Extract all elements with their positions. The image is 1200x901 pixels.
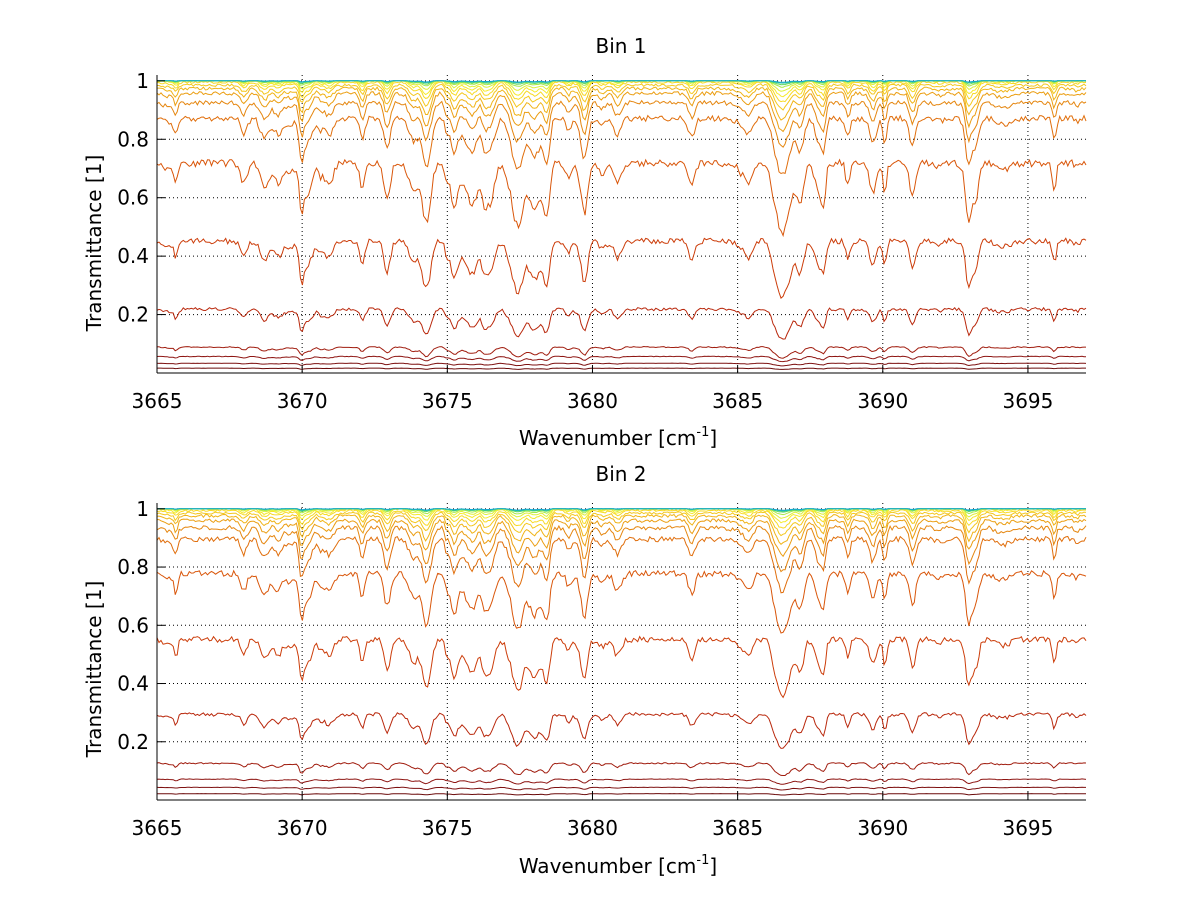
y-tick-label: 0.8 [117, 127, 149, 151]
x-tick-label: 3685 [712, 389, 763, 413]
y-tick-label: 0.4 [117, 244, 149, 268]
series-line [156, 362, 1087, 367]
series-line [156, 778, 1087, 785]
series-line [156, 355, 1086, 363]
series-line [156, 90, 1087, 133]
chart-panel-bin-2: Bin 2 3665 3670 3675 3680 3685 3690 3695 0.2 0.4… [82, 462, 1087, 878]
series-line [157, 367, 1086, 370]
series-line [157, 509, 1086, 529]
y-tick-label: 1 [136, 497, 149, 521]
y-tick-label: 1 [136, 69, 149, 93]
x-tick-label: 3675 [422, 816, 473, 840]
x-tick-label: 3670 [277, 389, 328, 413]
x-tick-label: 3665 [132, 389, 183, 413]
x-axis-label-main: Wavenumber [cm [519, 854, 697, 878]
x-axis-label: Wavenumber [cm-1] [519, 425, 717, 450]
x-axis-label-end: ] [709, 426, 717, 450]
y-tick-label: 0.2 [117, 303, 149, 327]
series-line [156, 712, 1087, 749]
plot-area: 3665 3670 3675 3680 3685 3690 3695 0.2 0.4 0.6 0.8… [117, 69, 1087, 413]
series-line [156, 569, 1087, 634]
x-axis-label-end: ] [709, 854, 717, 878]
x-tick-label: 3680 [567, 816, 618, 840]
series-line [157, 793, 1086, 796]
y-tick-label: 0.4 [117, 672, 149, 696]
series-line [156, 306, 1087, 340]
x-tick-label: 3680 [567, 389, 618, 413]
series-line [157, 508, 1086, 511]
y-axis-label: Transmittance [1] [82, 155, 106, 333]
y-axis-label: Transmittance [1] [82, 581, 106, 759]
series-line [156, 99, 1087, 148]
series-line [157, 80, 1086, 83]
series-line [156, 114, 1087, 175]
x-tick-label: 3695 [1002, 389, 1053, 413]
series-line [156, 635, 1087, 699]
x-axis-label-sup: -1 [696, 853, 709, 868]
y-tick-label: 0.8 [117, 555, 149, 579]
x-axis-label-sup: -1 [696, 425, 709, 440]
plot-area: 3665 3670 3675 3680 3685 3690 3695 0.2 0.4 0.6 0.8… [117, 497, 1087, 840]
series-line [157, 518, 1087, 558]
chart-title: Bin 2 [595, 462, 646, 486]
series-line [156, 786, 1086, 791]
series-line [156, 511, 1087, 537]
x-tick-label: 3695 [1002, 816, 1053, 840]
y-tick-label: 0.6 [117, 613, 149, 637]
y-tick-label: 0.6 [117, 186, 149, 210]
series-line [156, 158, 1087, 238]
series-line [157, 86, 1087, 121]
x-axis-label-main: Wavenumber [cm [519, 426, 697, 450]
series-line [156, 513, 1087, 545]
x-tick-label: 3675 [422, 389, 473, 413]
x-tick-label: 3690 [857, 389, 908, 413]
series-line [156, 524, 1087, 573]
series-line [156, 535, 1087, 594]
y-tick-label: 0.2 [117, 730, 149, 754]
x-tick-label: 3690 [857, 816, 908, 840]
x-tick-label: 3665 [132, 816, 183, 840]
series-line [156, 237, 1087, 299]
chart-title: Bin 1 [595, 34, 646, 58]
series-line [156, 508, 1087, 524]
chart-panel-bin-1: Bin 1 3665 3670 3675 3680 3685 3690 3695 0.2 0.4… [82, 34, 1087, 450]
x-tick-label: 3685 [712, 816, 763, 840]
series-line [156, 761, 1087, 776]
x-tick-label: 3670 [277, 816, 328, 840]
series-line [156, 345, 1086, 359]
x-axis-label: Wavenumber [cm-1] [519, 853, 717, 878]
series-line [157, 83, 1087, 111]
